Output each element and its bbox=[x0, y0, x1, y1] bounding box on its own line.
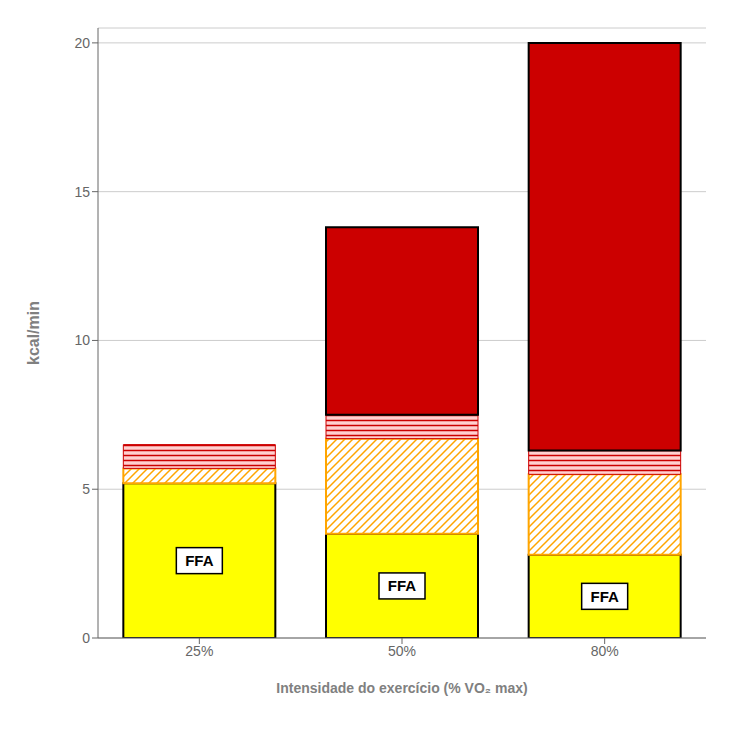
svg-text:80%: 80% bbox=[591, 643, 619, 659]
svg-text:15: 15 bbox=[74, 184, 90, 200]
svg-text:FFA: FFA bbox=[590, 588, 618, 605]
svg-text:50%: 50% bbox=[388, 643, 416, 659]
svg-text:5: 5 bbox=[82, 481, 90, 497]
svg-text:kcal/min: kcal/min bbox=[25, 301, 42, 365]
svg-text:20: 20 bbox=[74, 35, 90, 51]
svg-text:FFA: FFA bbox=[185, 552, 213, 569]
svg-text:Intensidade do exercício (% VO: Intensidade do exercício (% VO₂ max) bbox=[276, 680, 527, 696]
svg-text:FFA: FFA bbox=[388, 577, 416, 594]
svg-text:0: 0 bbox=[82, 630, 90, 646]
svg-text:25%: 25% bbox=[185, 643, 213, 659]
svg-text:10: 10 bbox=[74, 332, 90, 348]
